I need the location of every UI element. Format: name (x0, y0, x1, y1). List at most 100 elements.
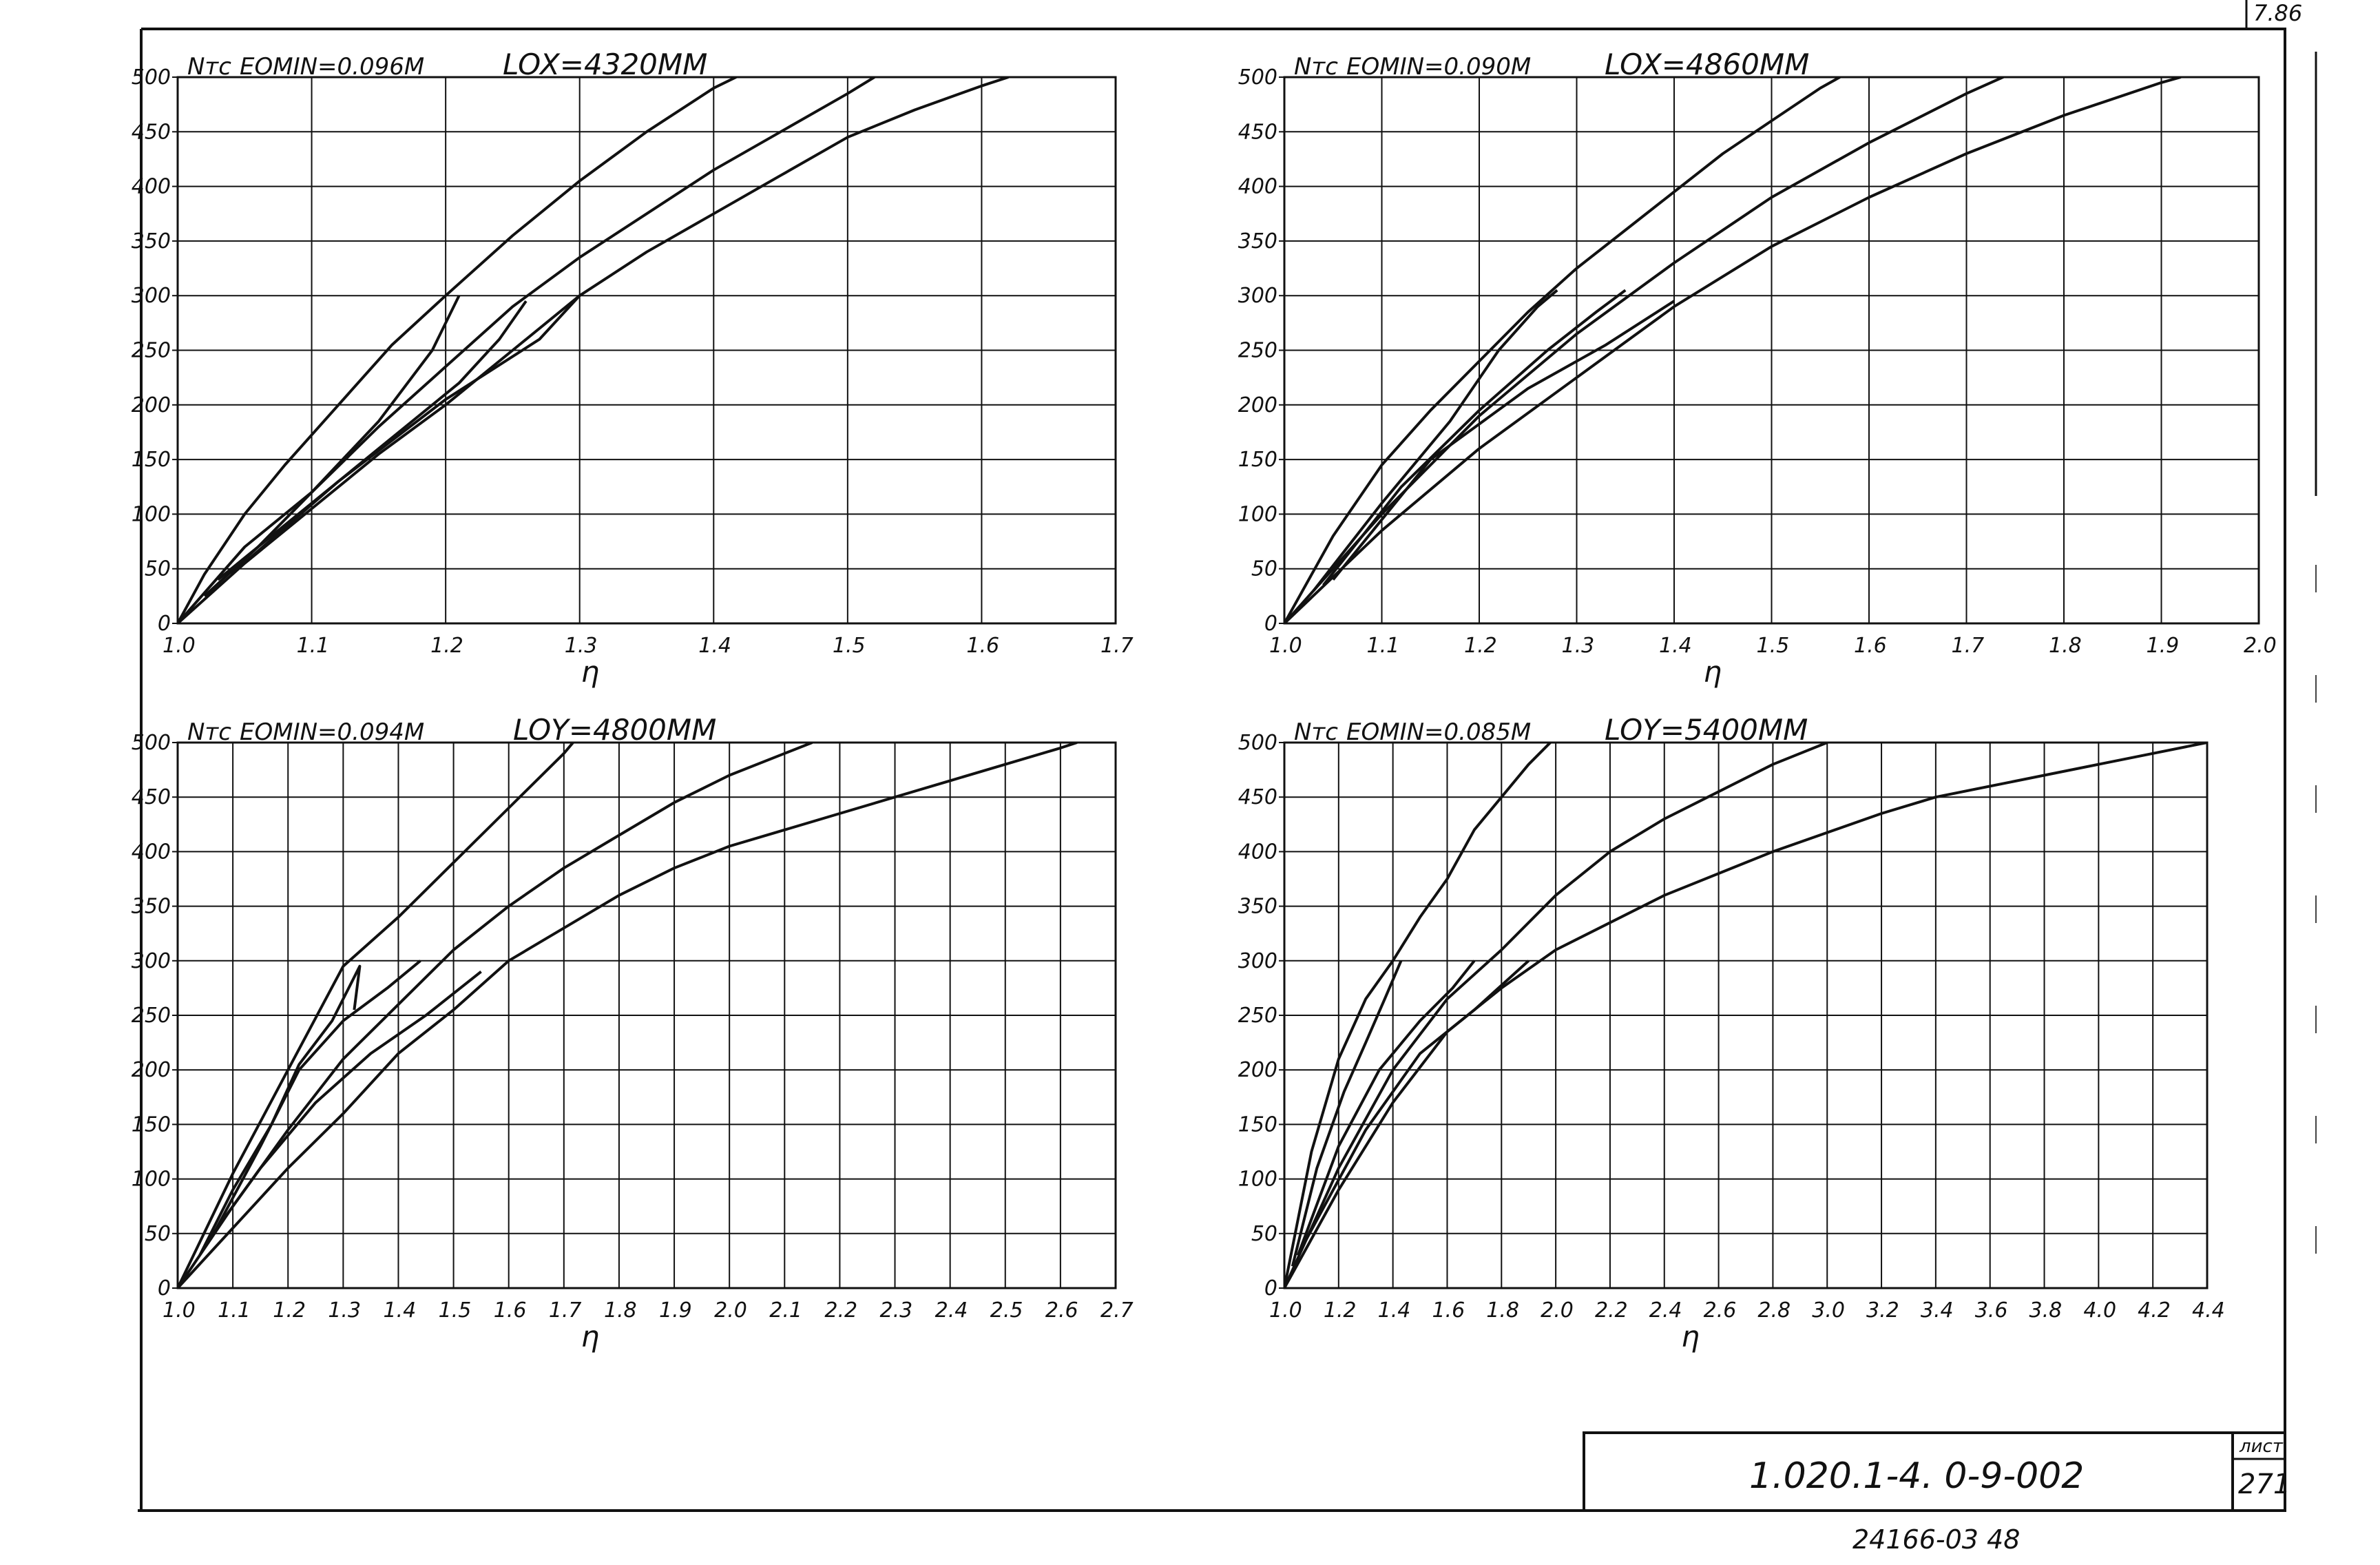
y-tick-label: 150 (132, 448, 171, 472)
y-tick-label: 450 (1238, 120, 1277, 144)
x-tick-label: 1.4 (1659, 634, 1692, 658)
x-axis-label: η (1703, 655, 1722, 689)
y-tick-label: 250 (1238, 1004, 1277, 1028)
chart-title: LOX=4320ММ (503, 48, 707, 81)
y-tick-label: 150 (132, 1112, 171, 1137)
x-tick-label: 3.6 (1975, 1298, 2008, 1323)
x-tick-label: 1.1 (1367, 634, 1400, 658)
y-tick-label: 350 (132, 229, 171, 253)
chart-title: LOY=4800ММ (513, 713, 716, 747)
y-tick-label: 100 (1238, 1168, 1277, 1192)
series-line-2 (178, 743, 813, 1288)
x-axis-label: η (581, 655, 600, 689)
chart-title: LOY=5400ММ (1605, 713, 1808, 747)
x-tick-label: 1.2 (273, 1298, 306, 1323)
eomin-label: EOMIN=0.090М (1346, 53, 1531, 81)
series-line-2 (178, 77, 875, 623)
x-tick-label: 1.9 (2147, 634, 2180, 658)
x-tick-label: 2.2 (1595, 1298, 1628, 1323)
chart-top-right: 1.0 1.1 1.2 1.3 1.4 1.5 1.6 1.7 1.8 1.9 2.0 0 50 100 1… (1238, 48, 2277, 689)
x-tick-label: 1.4 (1378, 1298, 1411, 1323)
series-line-5 (1296, 960, 1476, 1256)
x-tick-label: 1.5 (439, 1298, 472, 1323)
x-tick-label: 1.7 (549, 1298, 582, 1323)
y-tick-label: 200 (132, 1058, 171, 1082)
sheet-number: 271 (2238, 1469, 2290, 1500)
series-line-3 (178, 77, 1009, 623)
archive-number: 24166-03 48 (1852, 1524, 2020, 1555)
x-tick-label: 2.5 (990, 1298, 1023, 1323)
y-axis-label: Nтс (1294, 718, 1338, 746)
x-axis-label: η (1681, 1320, 1700, 1354)
eomin-label: EOMIN=0.085М (1346, 718, 1531, 746)
y-tick-label: 500 (1238, 731, 1277, 755)
x-tick-label: 1.3 (565, 634, 598, 658)
x-tick-label: 4.0 (2083, 1298, 2116, 1323)
x-tick-label: 2.1 (769, 1298, 802, 1323)
x-tick-label: 1.0 (163, 1298, 196, 1323)
plot-frame (176, 76, 1117, 625)
x-tick-label: 1.7 (1952, 634, 1985, 658)
x-tick-label: 1.0 (1269, 634, 1302, 658)
plot-frame (1283, 76, 2260, 625)
eomin-label: EOMIN=0.096М (240, 53, 424, 81)
x-tick-label: 3.0 (1812, 1298, 1845, 1323)
x-tick-label: 1.2 (1464, 634, 1497, 658)
y-tick-label: 300 (1238, 284, 1277, 308)
x-tick-label: 1.0 (163, 634, 196, 658)
x-tick-label: 2.4 (1649, 1298, 1682, 1323)
x-tick-label: 1.0 (1269, 1298, 1302, 1323)
eomin-label: EOMIN=0.094М (240, 718, 424, 746)
y-tick-label: 500 (1238, 65, 1277, 90)
y-tick-label: 300 (1238, 949, 1277, 973)
x-tick-label: 1.6 (1432, 1298, 1465, 1323)
y-tick-label: 450 (132, 785, 171, 809)
x-tick-label: 1.4 (698, 634, 731, 658)
x-tick-label: 1.8 (1486, 1298, 1519, 1323)
series-line-5 (209, 960, 421, 1240)
series-line-1 (1284, 743, 1553, 1288)
chart-title: LOX=4860ММ (1605, 48, 1809, 81)
x-tick-label: 2.0 (2244, 634, 2277, 658)
x-tick-label: 3.4 (1921, 1298, 1954, 1323)
chart-bottom-left: 1.0 1.1 1.2 1.3 1.4 1.5 1.6 1.7 1.8 1.9 2.0 2.1 2.2 2… (132, 713, 1134, 1354)
y-tick-label: 50 (145, 1222, 171, 1246)
x-tick-label: 2.7 (1100, 1298, 1134, 1323)
plot-frame (176, 741, 1117, 1289)
y-tick-label: 50 (145, 557, 171, 581)
series-line-6 (230, 294, 581, 576)
y-tick-label: 0 (158, 612, 171, 636)
x-tick-label: 1.1 (218, 1298, 251, 1323)
series-line-5 (217, 300, 528, 581)
series-line-2 (1284, 743, 1831, 1288)
x-tick-label: 4.2 (2138, 1298, 2171, 1323)
y-tick-label: 250 (1238, 339, 1277, 363)
series-line-1 (178, 743, 575, 1288)
x-tick-label: 1.7 (1100, 634, 1134, 658)
x-tick-label: 2.8 (1757, 1298, 1791, 1323)
y-tick-label: 350 (1238, 895, 1277, 919)
y-tick-label: 450 (1238, 785, 1277, 809)
x-tick-label: 1.2 (1324, 1298, 1357, 1323)
x-tick-label: 1.3 (328, 1298, 361, 1323)
x-tick-label: 2.6 (1704, 1298, 1737, 1323)
x-tick-label: 2.4 (935, 1298, 968, 1323)
x-tick-label: 1.6 (966, 634, 999, 658)
y-tick-label: 100 (1238, 502, 1277, 526)
corner-mark: 7.86 (2253, 0, 2302, 26)
y-tick-label: 250 (132, 1004, 171, 1028)
x-tick-label: 1.6 (1854, 634, 1887, 658)
series-line-4 (1291, 960, 1403, 1267)
y-tick-label: 200 (1238, 393, 1277, 417)
x-tick-label: 4.4 (2192, 1298, 2225, 1323)
series-line-5 (1322, 289, 1627, 586)
y-tick-label: 350 (132, 895, 171, 919)
series-line-4 (198, 964, 362, 1256)
y-tick-label: 500 (132, 65, 171, 90)
y-tick-label: 150 (1238, 448, 1277, 472)
y-tick-label: 200 (1238, 1058, 1277, 1082)
series-line-6 (1332, 300, 1676, 581)
series-line-1 (1284, 77, 1843, 623)
y-tick-label: 0 (158, 1276, 171, 1300)
y-axis-label: Nтс (187, 718, 231, 746)
